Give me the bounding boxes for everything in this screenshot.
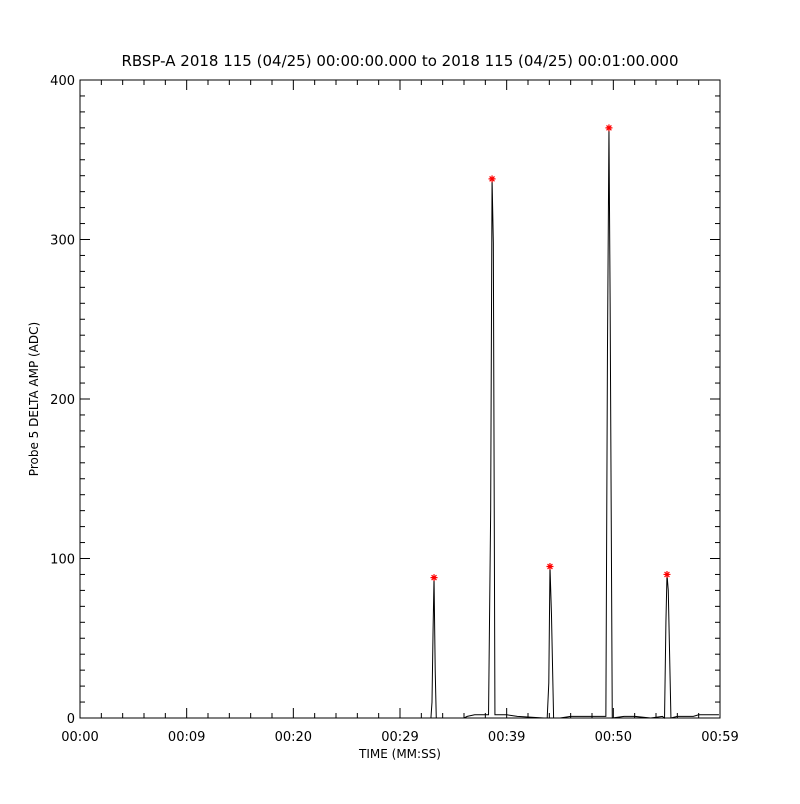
peak-marker [605,124,613,132]
y-tick-label: 0 [67,712,75,727]
data-line [80,127,719,719]
x-tick-label: 00:39 [488,730,525,745]
x-tick-label: 00:59 [701,730,738,745]
y-tick-label: 200 [50,393,75,408]
peak-marker [663,570,671,578]
y-tick-label: 400 [50,74,75,89]
peak-marker [488,175,496,183]
x-tick-label: 00:20 [275,730,312,745]
peak-marker [430,574,438,582]
x-tick-label: 00:00 [61,730,98,745]
x-tick-label: 00:29 [381,730,418,745]
x-axis-label: TIME (MM:SS) [358,747,441,761]
x-tick-label: 00:09 [168,730,205,745]
chart-title: RBSP-A 2018 115 (04/25) 00:00:00.000 to … [121,52,678,70]
y-tick-label: 100 [50,553,75,568]
y-tick-label: 300 [50,234,75,249]
x-tick-label: 00:50 [595,730,632,745]
y-axis-label: Probe 5 DELTA AMP (ADC) [27,322,41,476]
peak-marker [546,562,554,570]
